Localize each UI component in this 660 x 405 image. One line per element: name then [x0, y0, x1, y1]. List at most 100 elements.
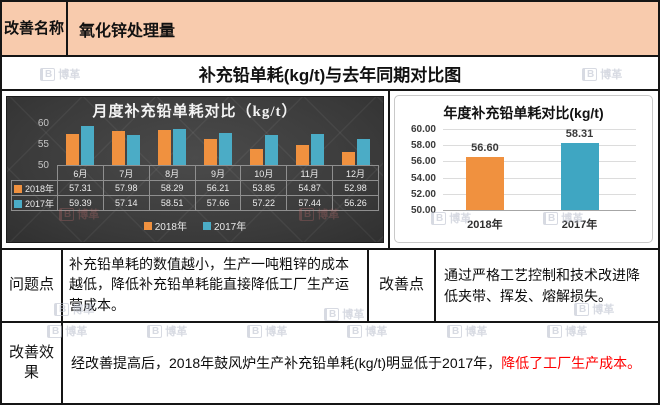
section-title-row: 补充铅单耗(kg/t)与去年同期对比图 — [2, 57, 658, 91]
table-row: 2018年 57.31 57.98 58.29 56.21 53.85 54.87 52.98 — [11, 180, 379, 196]
table-cell: 56.21 — [194, 180, 242, 196]
series-label: 2017年 — [11, 195, 58, 211]
bar-2018年 — [342, 152, 355, 165]
bar-2018年 — [204, 138, 217, 165]
effect-text-cell: 经改善提高后，2018年鼓风炉生产补充铅单耗(kg/t)明显低于2017年，降低… — [63, 323, 658, 403]
table-cell: 56.26 — [332, 195, 379, 211]
bar-2017年 — [173, 129, 186, 165]
table-cell: 58.29 — [148, 180, 196, 196]
effect-text-highlight: 降低了工厂生产成本。 — [501, 354, 642, 371]
bar-2018年 — [465, 156, 504, 210]
annual-chart: 年度补充铅单耗对比(kg/t) 60.00 58.00 56.00 54.00 52.0… — [394, 95, 653, 243]
y-axis-tick: 58.00 — [410, 140, 436, 152]
y-axis-tick: 50.00 — [410, 205, 436, 216]
effect-row: 改善效果 经改善提高后，2018年鼓风炉生产补充铅单耗(kg/t)明显低于201… — [2, 323, 658, 403]
table-cell: 54.87 — [286, 180, 334, 196]
improvement-label: 改善点 — [378, 276, 424, 294]
improvement-label-cell: 改善点 — [369, 250, 436, 321]
legend-swatch — [143, 221, 152, 230]
y-axis-tick: 54.00 — [410, 172, 436, 184]
annual-chart-cell: 年度补充铅单耗对比(kg/t) 60.00 58.00 56.00 54.00 52.0… — [390, 91, 658, 248]
annual-bar-column: 56.60 2018年 — [445, 129, 525, 231]
table-cell: 57.31 — [57, 180, 104, 196]
bar-value-label: 58.31 — [565, 127, 594, 140]
monthly-chart-cell: 月度补充铅单耗对比（kg/t） 60 55 50 6月 7月 8月 9月 10月 11月 12月… — [2, 91, 390, 248]
bar-group — [195, 123, 241, 165]
bar-2018年 — [66, 134, 79, 165]
legend-swatch — [14, 199, 22, 208]
monthly-chart: 月度补充铅单耗对比（kg/t） 60 55 50 6月 7月 8月 9月 10月 11月 12月… — [6, 96, 384, 243]
annual-chart-title: 年度补充铅单耗对比(kg/t) — [443, 105, 604, 121]
annual-chart-plot: 60.00 58.00 56.00 54.00 52.00 50.00 56.60 2018年… — [411, 125, 636, 231]
month-header: 10月 — [240, 165, 288, 181]
bar-group — [149, 123, 195, 165]
monthly-chart-plot: 60 55 50 — [11, 119, 379, 171]
table-cell: 57.66 — [194, 195, 242, 211]
gridline — [443, 129, 636, 130]
header-label: 改善名称 — [4, 19, 65, 37]
bar-2018年 — [112, 131, 125, 165]
gridline — [443, 161, 636, 163]
y-axis-tick: 56.00 — [410, 156, 436, 168]
month-header: 7月 — [102, 165, 150, 181]
gridline — [443, 193, 636, 195]
bar-2017年 — [127, 135, 140, 165]
header-label-cell: 改善名称 — [2, 2, 68, 55]
monthly-chart-title: 月度补充铅单耗对比（kg/t） — [92, 104, 298, 120]
header-title-cell: 氧化锌处理量 — [68, 2, 658, 55]
bar-2017年 — [560, 142, 599, 210]
bar-2017年 — [357, 138, 370, 165]
bar-2017年 — [265, 134, 278, 165]
bar-group — [103, 123, 149, 165]
problem-label-cell: 问题点 — [2, 250, 63, 321]
table-cell: 57.44 — [286, 195, 334, 211]
monthly-chart-legend: 2018年 2017年 — [11, 211, 379, 240]
legend-item: 2017年 — [203, 218, 246, 233]
month-header: 12月 — [332, 165, 379, 181]
page-title: 氧化锌处理量 — [79, 22, 176, 40]
improvement-text-cell: 通过严格工艺控制和技术改进降低夹带、挥发、熔解损失。 — [436, 250, 658, 321]
table-cell: 57.22 — [240, 195, 288, 211]
table-cell: 57.14 — [102, 195, 150, 211]
bar-2018年 — [250, 148, 263, 165]
bar-value-label: 56.60 — [471, 141, 499, 154]
charts-row: 月度补充铅单耗对比（kg/t） 60 55 50 6月 7月 8月 9月 10月 11月 12月… — [2, 91, 658, 250]
problem-improvement-row: 问题点 补充铅单耗的数值越小，生产一吨粗锌的成本越低，降低补充铅单耗能直接降低工… — [2, 250, 658, 323]
x-axis-label: 2018年 — [467, 219, 503, 231]
y-axis-tick: 50 — [37, 160, 49, 171]
y-axis-tick: 60 — [37, 118, 49, 129]
table-header-row: 6月 7月 8月 9月 10月 11月 12月 — [12, 165, 379, 181]
annual-bar-column: 58.31 2017年 — [540, 127, 620, 231]
month-header: 11月 — [286, 165, 334, 181]
bar-group — [287, 123, 333, 165]
improvement-text: 通过严格工艺控制和技术改进降低夹带、挥发、熔解损失。 — [444, 267, 640, 304]
table-cell: 59.39 — [57, 195, 104, 211]
month-header: 6月 — [57, 165, 104, 181]
problem-text: 补充铅单耗的数值越小，生产一吨粗锌的成本越低，降低补充铅单耗能直接降低工厂生产运… — [69, 256, 349, 313]
legend-swatch — [203, 221, 211, 230]
section-title: 补充铅单耗(kg/t)与去年同期对比图 — [198, 65, 462, 85]
gridline — [443, 145, 636, 147]
y-axis-tick: 52.00 — [410, 188, 436, 200]
series-label: 2018年 — [11, 180, 58, 196]
effect-label: 改善效果 — [8, 343, 54, 381]
table-cell: 57.98 — [102, 180, 150, 196]
bar-2017年 — [219, 132, 232, 165]
effect-label-cell: 改善效果 — [2, 323, 63, 403]
header-row: 改善名称 氧化锌处理量 — [2, 2, 658, 57]
problem-label: 问题点 — [8, 276, 54, 294]
gridline — [443, 177, 636, 179]
y-axis-tick: 60.00 — [410, 124, 436, 135]
effect-text: 经改善提高后，2018年鼓风炉生产补充铅单耗(kg/t)明显低于2017年， — [71, 354, 502, 371]
problem-text-cell: 补充铅单耗的数值越小，生产一吨粗锌的成本越低，降低补充铅单耗能直接降低工厂生产运… — [63, 250, 369, 321]
table-cell: 58.51 — [148, 195, 196, 211]
bar-2018年 — [296, 144, 309, 165]
legend-item: 2018年 — [143, 218, 187, 233]
table-row: 2017年 59.39 57.14 58.51 57.66 57.22 57.44 56.26 — [11, 195, 379, 211]
bar-group — [57, 123, 103, 165]
bar-2017年 — [81, 125, 94, 165]
monthly-data-table: 6月 7月 8月 9月 10月 11月 12月 2018年 57.31 57.98 58.29 56.… — [11, 165, 379, 211]
month-header: 8月 — [148, 165, 196, 181]
month-header: 9月 — [194, 165, 242, 181]
